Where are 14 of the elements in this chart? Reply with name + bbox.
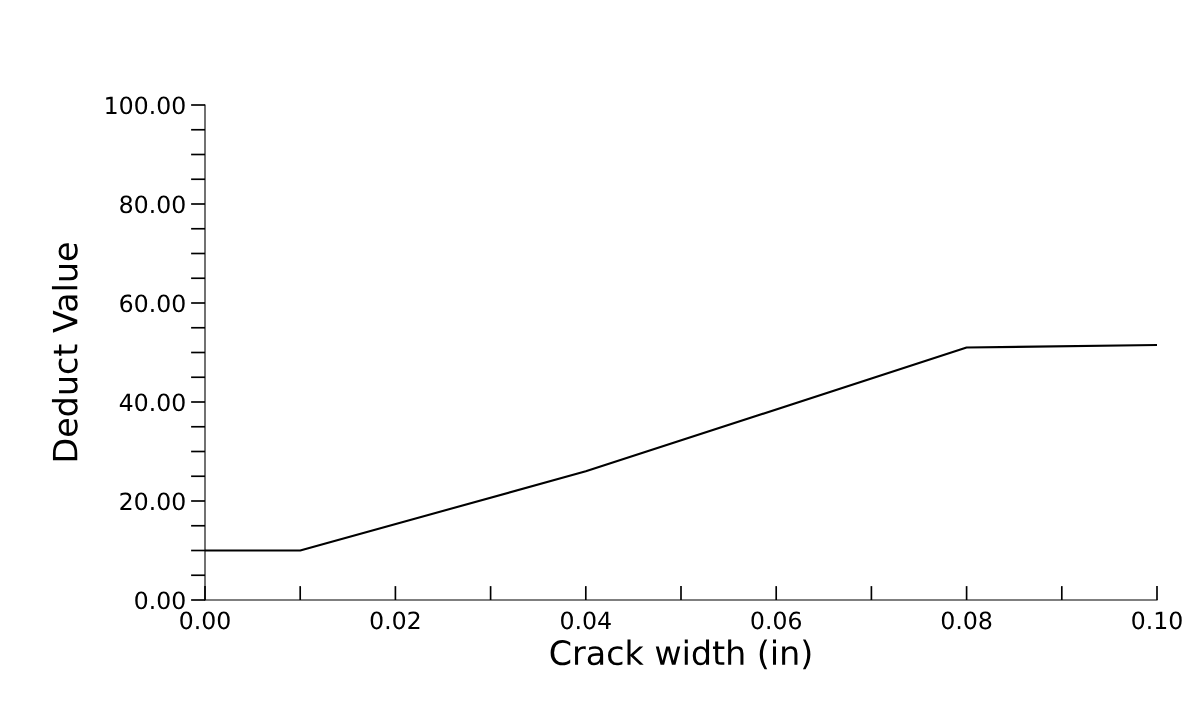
x-tick-label: 0.02	[370, 611, 420, 630]
x-tick-label: 0.06	[751, 611, 801, 630]
x-tick-label: 0.08	[941, 611, 992, 630]
y-tick-label: 80.00	[120, 195, 185, 214]
x-tick-label: 0.04	[561, 611, 611, 630]
x-tick-label: 0.00	[180, 611, 230, 630]
x-tick-label: 0.10	[1132, 611, 1182, 630]
y-tick-label: 60.00	[120, 294, 185, 313]
y-tick-label: 0.00	[135, 591, 185, 610]
y-axis-title: Deduct Value	[51, 243, 78, 461]
x-axis-title: Crack width (in)	[550, 639, 811, 670]
y-tick-label: 100.00	[106, 96, 185, 115]
y-tick-label: 20.00	[120, 492, 185, 511]
y-tick-label: 40.00	[119, 393, 185, 412]
